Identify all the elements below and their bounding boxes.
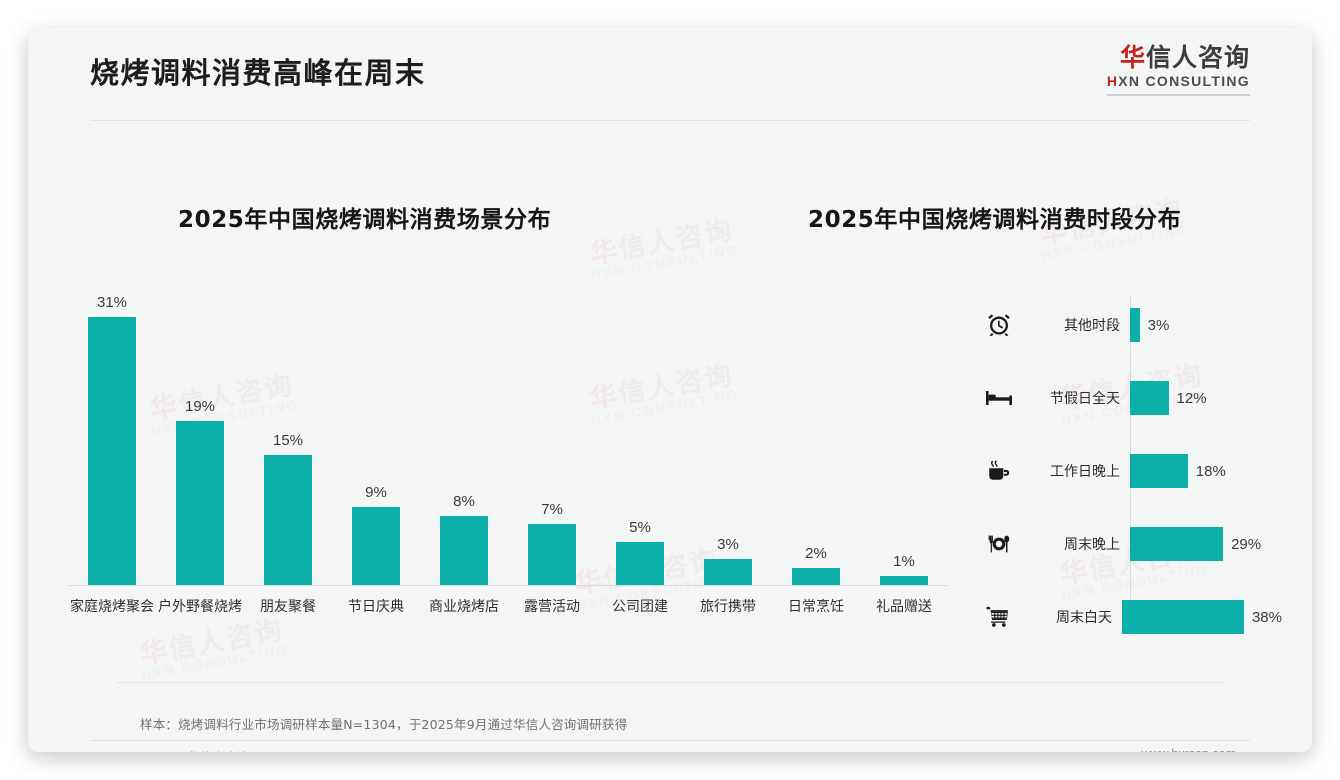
bar-rect[interactable]: [616, 541, 664, 585]
watermark: 华信人咨询 HXN CONSULTING: [585, 214, 741, 284]
bar-value-label: 5%: [629, 518, 651, 536]
bar-rect[interactable]: [704, 559, 752, 585]
bar-value-label: 9%: [365, 484, 387, 502]
horizontal-bar-rect[interactable]: [1130, 308, 1140, 342]
bar-value-label: 15%: [272, 432, 304, 450]
bar-category-label: 朋友聚餐: [260, 599, 316, 615]
bar-item[interactable]: 2%: [772, 278, 860, 585]
scene-distribution-bar-chart: 31% 19% 15% 9% 8% 7% 5% 3% 2% 1% 家庭烧烤聚会 户外野餐烧烤 朋友聚餐…: [68, 278, 948, 618]
bar-rect[interactable]: [88, 317, 136, 585]
footnote: 样本：烧烤调料行业市场调研样本量N=1304，于2025年9月通过华信人咨询调研…: [140, 717, 628, 732]
bar-rect[interactable]: [264, 455, 312, 585]
horizontal-bar-rect[interactable]: [1121, 600, 1244, 634]
bar-category-label: 公司团建: [612, 599, 668, 615]
logo-underline: [1106, 94, 1250, 97]
watermark-cn-rest: 信人咨询: [166, 614, 286, 665]
horizontal-bar-row[interactable]: 周末晚上 29%: [972, 515, 1282, 573]
horizontal-bar-value-label: 38%: [1251, 608, 1282, 626]
horizontal-bar-category-label: 工作日晚上: [1050, 464, 1120, 480]
slide-card: 华信人咨询 HXN CONSULTING 华信人咨询 HXN CONSULTIN…: [28, 28, 1312, 752]
watermark-en: HXN CONSULTING: [140, 642, 291, 684]
horizontal-bar-value-label: 29%: [1231, 535, 1262, 553]
bar-value-label: 7%: [541, 501, 563, 519]
coffee-cup-icon: [972, 458, 1026, 484]
bar-group: 31% 19% 15% 9% 8% 7% 5% 3% 2% 1%: [68, 278, 948, 585]
bar-value-label: 3%: [717, 536, 739, 554]
watermark-en: HXN CONSULTING: [590, 242, 741, 284]
bar-rect[interactable]: [880, 576, 928, 585]
watermark-cn-red: 华: [587, 234, 622, 270]
horizontal-bar-category-label: 其他时段: [1064, 318, 1120, 334]
bar-item[interactable]: 31%: [68, 278, 156, 585]
footer-divider: [90, 740, 1250, 741]
bar-category-label: 露营活动: [524, 599, 580, 615]
copyright-text: ©2025.11 HXR华信人咨询: [104, 747, 250, 752]
logo-en: HXN CONSULTING: [1106, 73, 1250, 89]
bar-category-label: 节日庆典: [348, 599, 404, 615]
bar-item[interactable]: 8%: [420, 278, 508, 585]
left-chart-title: 2025年中国烧烤调料消费场景分布: [178, 207, 552, 233]
logo-en-red: H: [1106, 73, 1119, 89]
bar-value-label: 1%: [893, 553, 915, 571]
bar-value-label: 2%: [805, 544, 827, 562]
alarm-clock-icon: [972, 312, 1026, 338]
x-axis-line: [68, 585, 948, 586]
horizontal-bar-category-label: 周末白天: [1055, 610, 1112, 626]
horizontal-bar-row[interactable]: 其他时段 3%: [972, 296, 1282, 354]
bar-item[interactable]: 19%: [156, 278, 244, 585]
footnote-divider: [116, 682, 1224, 683]
horizontal-bar-value-label: 3%: [1147, 316, 1170, 334]
horizontal-bar-row[interactable]: 节假日全天 12%: [972, 369, 1282, 427]
bar-item[interactable]: 5%: [596, 278, 684, 585]
horizontal-bar-row[interactable]: 周末白天 38%: [972, 588, 1282, 646]
horizontal-bar-category-label: 周末晚上: [1064, 537, 1120, 553]
bar-category-label: 日常烹饪: [788, 599, 844, 615]
horizontal-bar-category-label: 节假日全天: [1050, 391, 1120, 407]
logo-cn: 华信人咨询: [1107, 44, 1250, 71]
page-title: 烧烤调料消费高峰在周末: [90, 56, 426, 90]
watermark-cn-rest: 信人咨询: [616, 214, 736, 265]
horizontal-bar-rect[interactable]: [1130, 381, 1169, 415]
bar-item[interactable]: 3%: [684, 278, 772, 585]
bar-rect[interactable]: [440, 515, 488, 585]
bar-item[interactable]: 7%: [508, 278, 596, 585]
horizontal-bar-value-label: 18%: [1195, 462, 1226, 480]
right-chart-title: 2025年中国烧烤调料消费时段分布: [808, 207, 1182, 233]
website-url[interactable]: www.hxrcon.com: [1142, 747, 1236, 752]
dinner-plate-icon: [972, 532, 1026, 556]
header-divider: [90, 120, 1250, 121]
bar-value-label: 8%: [453, 492, 475, 510]
watermark-cn-red: 华: [137, 634, 172, 670]
bar-rect[interactable]: [176, 420, 224, 585]
bar-category-label: 商业烧烤店: [429, 599, 499, 615]
bar-category-label: 礼品赠送: [876, 599, 932, 615]
bar-item[interactable]: 9%: [332, 278, 420, 585]
bar-value-label: 31%: [96, 294, 128, 311]
bar-item[interactable]: 1%: [860, 278, 948, 585]
bar-item[interactable]: 15%: [244, 278, 332, 585]
horizontal-bar-value-label: 12%: [1176, 389, 1207, 407]
bar-category-label: 家庭烧烤聚会: [70, 599, 154, 615]
header: 烧烤调料消费高峰在周末 华信人咨询 HXN CONSULTING: [28, 28, 1312, 121]
timeslot-distribution-bar-chart: 其他时段 3% 节假日全天 12% 工作日晚上 18% 周末晚上 29% 周末白天 38%: [972, 296, 1282, 644]
bar-value-label: 19%: [184, 397, 216, 415]
bar-rect[interactable]: [792, 567, 840, 585]
horizontal-bar-rect[interactable]: [1130, 527, 1224, 561]
brand-logo: 华信人咨询 HXN CONSULTING: [1106, 44, 1250, 97]
watermark: 华信人咨询 HXN CONSULTING: [135, 614, 291, 684]
horizontal-bar-rect[interactable]: [1130, 454, 1188, 488]
bar-rect[interactable]: [528, 524, 576, 585]
bar-category-label: 户外野餐烧烤: [158, 599, 242, 615]
bar-rect[interactable]: [352, 507, 400, 585]
x-axis-labels: 家庭烧烤聚会 户外野餐烧烤 朋友聚餐 节日庆典 商业烧烤店 露营活动 公司团建 旅行携带 日常烹…: [68, 588, 948, 618]
logo-en-rest: XN CONSULTING: [1118, 73, 1250, 89]
logo-cn-red: 华: [1119, 43, 1146, 72]
bar-category-label: 旅行携带: [700, 599, 756, 615]
bed-icon: [972, 386, 1026, 410]
shopping-cart-icon: [972, 604, 1023, 630]
logo-cn-rest: 信人咨询: [1145, 43, 1250, 72]
horizontal-bar-row[interactable]: 工作日晚上 18%: [972, 442, 1282, 500]
